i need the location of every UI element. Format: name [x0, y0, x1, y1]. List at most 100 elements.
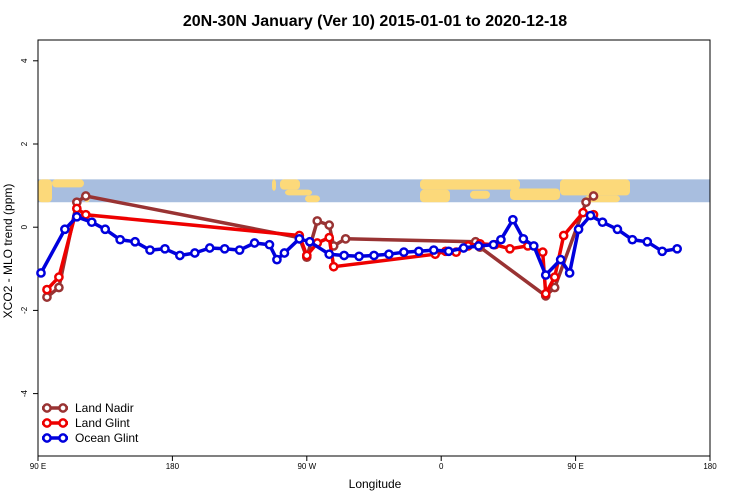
- legend-label-2: Ocean Glint: [75, 431, 139, 445]
- series-2-point-46: [672, 243, 682, 254]
- y-tick-label-0: -4: [20, 389, 29, 397]
- series-layer: [36, 191, 682, 302]
- series-2-point-9: [175, 250, 185, 261]
- series-2-point-8: [160, 243, 170, 254]
- series-1-point-17: [537, 247, 548, 258]
- series-1-point-3: [80, 209, 91, 220]
- map-land-11: [560, 179, 630, 196]
- plot-frame: [37, 39, 711, 457]
- series-0-point-1: [54, 282, 64, 293]
- series-2-point-31: [488, 239, 499, 250]
- series-2-point-1: [60, 224, 70, 235]
- legend-label-1: Land Glint: [75, 416, 130, 430]
- series-2-point-4: [100, 224, 111, 235]
- x-tick-label-2: 90 W: [297, 462, 316, 471]
- series-2-point-12: [219, 243, 230, 254]
- y-tick-label-1: -2: [20, 306, 29, 314]
- series-2-point-24: [384, 249, 394, 260]
- series-2-point-10: [189, 248, 200, 258]
- series-1-point-1: [54, 272, 64, 282]
- legend-marker-b-1: [58, 418, 68, 428]
- series-2-point-2: [71, 211, 82, 222]
- series-2-point-33: [508, 214, 518, 225]
- series-2-point-16: [272, 254, 282, 265]
- series-2-point-17: [279, 248, 290, 258]
- map-land-9: [470, 190, 490, 199]
- series-2-point-26: [413, 246, 424, 257]
- series-1-point-0: [42, 284, 52, 295]
- map-land-3: [272, 179, 276, 191]
- y-tick-label-3: 2: [20, 141, 29, 146]
- legend-marker-2: [42, 433, 52, 443]
- series-1-point-19: [549, 272, 560, 282]
- series-0-point-6: [312, 216, 323, 226]
- series-2-point-3: [86, 217, 97, 228]
- series-0-point-13: [549, 282, 560, 293]
- series-2-point-27: [428, 245, 439, 255]
- legend-marker-b-2: [58, 433, 68, 443]
- series-2-point-28: [443, 246, 454, 257]
- y-axis-label: XCO2 - MLO trend (ppm): [1, 184, 15, 319]
- series-2-point-20: [324, 249, 335, 260]
- map-land-1: [52, 179, 84, 188]
- series-2-point-21: [339, 250, 349, 261]
- series-0-point-14: [581, 197, 591, 208]
- series-2-point-18: [294, 233, 305, 244]
- series-0-point-15: [588, 191, 599, 201]
- series-2-point-43: [627, 234, 638, 245]
- series-2-point-45: [657, 246, 668, 257]
- series-1-point-8: [328, 261, 339, 272]
- series-2-point-42: [612, 224, 623, 235]
- series-2-point-0: [36, 268, 46, 278]
- y-tick-label-2: 0: [20, 224, 29, 229]
- series-2-point-30: [473, 241, 484, 251]
- series-2-point-40: [585, 210, 596, 221]
- legend-label-0: Land Nadir: [75, 401, 134, 415]
- map-land-0: [38, 179, 52, 203]
- series-2-point-5: [115, 234, 125, 245]
- series-2-point-6: [130, 236, 140, 247]
- series-2-point-32: [496, 234, 506, 245]
- series-2-point-19: [304, 236, 315, 247]
- map-land-5: [285, 189, 312, 196]
- series-2-point-25: [399, 247, 409, 258]
- series-2-point-11: [204, 243, 215, 253]
- series-2-point-29: [458, 243, 469, 253]
- legend-marker-1: [42, 418, 52, 428]
- series-1-point-2: [71, 203, 82, 214]
- map-land-10: [510, 188, 560, 200]
- x-tick-label-5: 180: [703, 462, 717, 471]
- series-2-point-14: [249, 238, 260, 248]
- series-2-point-35: [528, 241, 539, 251]
- series-2-point-13: [234, 245, 245, 255]
- map-strip: [38, 179, 710, 203]
- y-tick-label-4: 4: [20, 58, 29, 63]
- series-1-point-7: [324, 232, 335, 243]
- x-tick-label-1: 180: [166, 462, 180, 471]
- series-0-point-9: [340, 233, 351, 244]
- x-axis-label: Longitude: [349, 477, 402, 491]
- map-land-6: [305, 195, 320, 203]
- series-1-point-15: [505, 243, 515, 254]
- series-1-point-20: [558, 230, 569, 241]
- series-0-point-3: [80, 191, 91, 201]
- series-2-point-41: [597, 217, 608, 228]
- series-2-point-23: [369, 250, 379, 261]
- series-0-point-0: [42, 292, 52, 302]
- x-tick-label-0: 90 E: [30, 462, 46, 471]
- map-land-4: [280, 179, 300, 190]
- x-tick-label-4: 90 E: [567, 462, 583, 471]
- legend-marker-b-0: [58, 403, 68, 413]
- series-2-point-44: [642, 236, 653, 247]
- map-land-7: [420, 179, 520, 190]
- series-2-point-22: [354, 251, 364, 262]
- x-axis: 90 E 180 90 W 0 90 E 180: [30, 456, 717, 471]
- chart-title: 20N-30N January (Ver 10) 2015-01-01 to 2…: [183, 13, 567, 30]
- series-1-point-21: [578, 207, 588, 218]
- series-1-point-5: [301, 250, 312, 261]
- x-tick-label-3: 0: [439, 462, 444, 471]
- series-2-point-36: [540, 270, 551, 280]
- series-0-point-7: [324, 220, 335, 230]
